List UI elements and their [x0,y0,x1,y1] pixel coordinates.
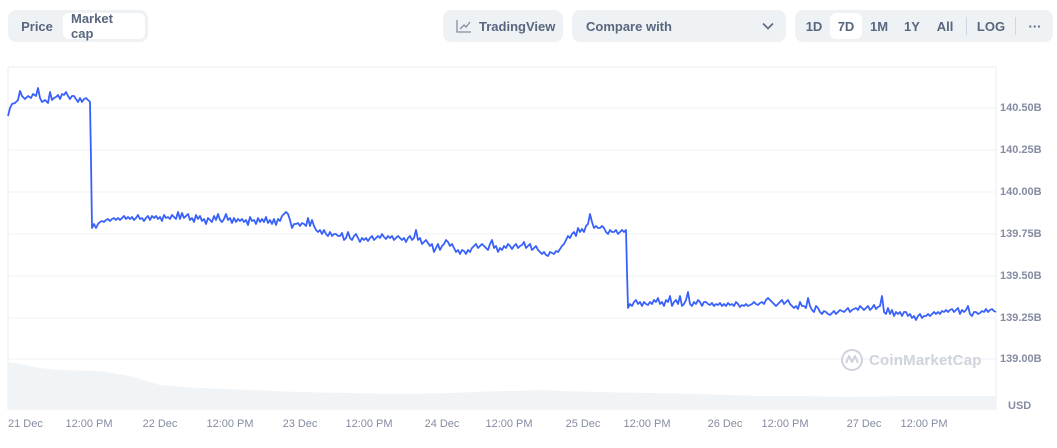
market-cap-tab[interactable]: Market cap [63,11,145,41]
currency-label: USD [1008,400,1032,412]
x-tick-label: 12:00 PM [623,418,671,430]
price-tab[interactable]: Price [21,18,53,34]
x-tick-label: 25 Dec [565,418,601,430]
range-1m[interactable]: 1M [869,18,889,34]
more-options-button[interactable]: ··· [1028,18,1042,34]
y-tick-label: 140.50B [1000,102,1042,114]
x-tick-label: 12:00 PM [761,418,809,430]
chevron-down-icon [762,22,774,30]
market-cap-chart[interactable]: CoinMarketCap 140.50B 140.25B 140.00B 13… [0,55,1057,448]
time-range-selector: 1D 7D 1M 1Y All LOG ··· [795,10,1053,42]
range-1y[interactable]: 1Y [904,18,920,34]
x-tick-label: 26 Dec [707,418,743,430]
x-tick-label: 12:00 PM [65,418,113,430]
log-scale-toggle[interactable]: LOG [976,18,1006,34]
market-cap-line [7,87,997,321]
compare-with-dropdown[interactable]: Compare with [572,10,786,42]
chart-toolbar: Price Market cap TradingView Compare wit… [0,0,1057,52]
volume-area [8,362,996,410]
line-chart-icon [456,20,471,33]
toolbar-divider [966,17,967,35]
tradingview-button[interactable]: TradingView [443,10,563,42]
coinmarketcap-logo-icon [841,349,863,371]
y-tick-label: 140.25B [1000,144,1042,156]
y-tick-label: 139.50B [1000,270,1042,282]
coinmarketcap-watermark: CoinMarketCap [840,348,982,372]
gridlines [8,107,996,360]
y-tick-label: 139.25B [1000,312,1042,324]
price-marketcap-toggle: Price Market cap [8,10,148,42]
x-tick-label: 27 Dec [846,418,882,430]
compare-with-label: Compare with [586,18,672,34]
x-tick-label: 23 Dec [282,418,318,430]
x-tick-label: 21 Dec [8,418,43,430]
x-tick-label: 12:00 PM [485,418,533,430]
chart-canvas [7,66,997,410]
x-tick-label: 24 Dec [424,418,460,430]
range-7d[interactable]: 7D [830,13,862,39]
x-tick-label: 22 Dec [142,418,178,430]
range-all[interactable]: All [936,18,954,34]
x-tick-label: 12:00 PM [345,418,393,430]
y-tick-label: 139.75B [1000,228,1042,240]
range-1d[interactable]: 1D [805,18,823,34]
x-tick-label: 12:00 PM [900,418,948,430]
y-tick-label: 139.00B [1000,353,1042,365]
y-tick-label: 140.00B [1000,186,1042,198]
x-tick-label: 12:00 PM [206,418,254,430]
watermark-text: CoinMarketCap [869,351,982,369]
tradingview-label: TradingView [479,18,556,34]
toolbar-divider [1015,17,1016,35]
